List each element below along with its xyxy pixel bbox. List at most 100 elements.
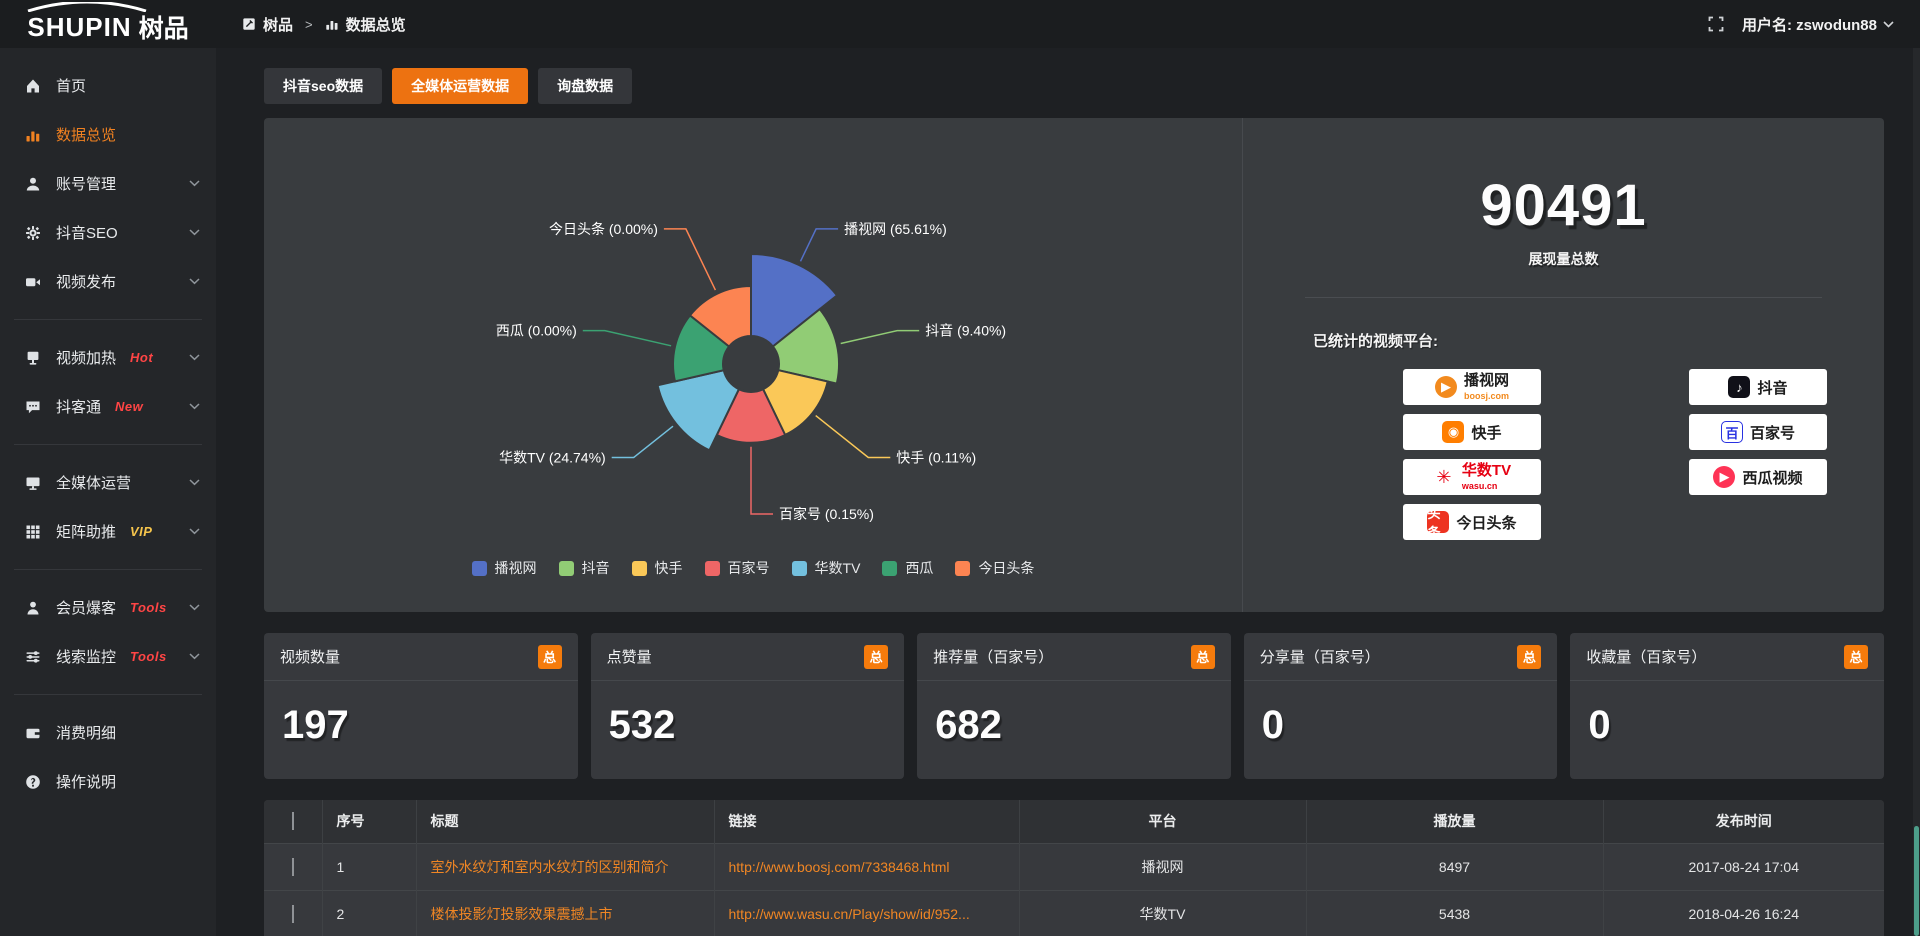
video-url-link[interactable]: http://www.wasu.cn/Play/show/id/952... xyxy=(728,905,970,922)
breadcrumb-item-1[interactable]: 数据总览 xyxy=(325,14,406,35)
row-checkbox[interactable] xyxy=(291,857,294,876)
column-header-1: 标题 xyxy=(415,800,714,843)
app-icon xyxy=(243,18,255,30)
sidebar-item-home[interactable]: 首页 xyxy=(0,61,216,110)
fullscreen-icon[interactable] xyxy=(1708,16,1724,32)
sidebar-item-instructions[interactable]: 操作说明 xyxy=(0,757,216,806)
sidebar-item-media-operation[interactable]: 全媒体运营 xyxy=(0,458,216,507)
legend-item-3[interactable]: 百家号 xyxy=(704,558,770,578)
username-label: 用户名: zswodun88 xyxy=(1741,16,1877,34)
pie-label-0: 播视网 (65.61%) xyxy=(844,221,947,237)
select-all-checkbox[interactable] xyxy=(291,812,294,831)
monitor-icon xyxy=(26,477,39,490)
legend-label: 西瓜 xyxy=(905,560,934,576)
pie-label-1: 抖音 (9.40%) xyxy=(925,323,1006,339)
brand-logo-cn: 树品 xyxy=(138,15,189,43)
legend-item-0[interactable]: 播视网 xyxy=(471,558,537,578)
platform-badge-boosj: ▶ 播视网 boosj.com xyxy=(1403,369,1541,405)
legend-item-6[interactable]: 今日头条 xyxy=(955,558,1034,578)
breadcrumb-item-0[interactable]: 树品 xyxy=(242,14,293,35)
sidebar-item-matrix-boost[interactable]: 矩阵助推 VIP xyxy=(0,507,216,556)
video-icon xyxy=(25,277,40,286)
legend-swatch xyxy=(558,560,574,576)
pie-label-line-0 xyxy=(799,228,839,262)
video-url-link[interactable]: http://www.boosj.com/7338468.html xyxy=(728,858,950,875)
cell-index: 2 xyxy=(321,889,416,936)
sidebar-item-data-overview[interactable]: 数据总览 xyxy=(0,110,216,159)
breadcrumb: 树品 > 数据总览 xyxy=(242,14,406,35)
heat-icon xyxy=(27,351,38,365)
pie-slice-4[interactable] xyxy=(656,369,741,452)
platform-sub: wasu.cn xyxy=(1461,480,1498,491)
brand-logo-text: SHUPIN xyxy=(27,12,132,42)
cell-platform: 播视网 xyxy=(1018,842,1306,890)
video-title-link[interactable]: 楼体投影灯投影效果震撼上市 xyxy=(430,905,613,922)
sidebar-item-video-publish[interactable]: 视频发布 xyxy=(0,257,216,306)
cell-time: 2018-04-26 16:24 xyxy=(1602,889,1884,936)
breadcrumb-label: 树品 xyxy=(263,16,294,34)
sidebar-item-label: 视频加热 xyxy=(56,350,117,367)
chart-icon xyxy=(26,131,39,141)
pie-label-line-1 xyxy=(840,329,920,345)
sidebar-item-account-manage[interactable]: 账号管理 xyxy=(0,159,216,208)
sidebar-item-douyin-seo[interactable]: 抖音SEO xyxy=(0,208,216,257)
chevron-down-icon xyxy=(189,528,200,535)
legend-swatch xyxy=(631,560,647,576)
legend-label: 百家号 xyxy=(727,560,770,576)
pie-label-5: 西瓜 (0.00%) xyxy=(496,323,577,339)
platform-badge-kuaishou: ◉ 快手 xyxy=(1403,414,1541,450)
breadcrumb-separator: > xyxy=(305,16,313,32)
cell-views: 8497 xyxy=(1305,842,1603,890)
chart-icon xyxy=(325,20,338,30)
scrollbar-thumb[interactable] xyxy=(1914,826,1919,936)
sidebar-item-clue-monitor[interactable]: 线索监控 Tools xyxy=(0,632,216,681)
chevron-down-icon xyxy=(189,604,200,611)
summary-section: 90491 展现量总数 已统计的视频平台: ▶ 播视网 boosj.com ♪ 抖音 ◉ 快… xyxy=(1242,118,1884,612)
row-checkbox[interactable] xyxy=(291,904,294,923)
chevron-down-icon xyxy=(189,278,200,285)
column-header-4: 播放量 xyxy=(1305,800,1603,843)
tab-1[interactable]: 全媒体运营数据 xyxy=(392,68,529,104)
sidebar-item-label: 抖客通 xyxy=(56,399,102,416)
sidebar-item-consumption-detail[interactable]: 消费明细 xyxy=(0,708,216,757)
brand-logo[interactable]: SHUPIN 树品 xyxy=(0,0,216,48)
table-header-row: 序号 标题 链接 平台 播放量 发布时间 xyxy=(264,800,1884,843)
chart-legend: 播视网 抖音 快手 百家号 华数TV 西瓜 今日头条 xyxy=(264,558,1242,578)
sidebar: 首页 数据总览 账号管理 抖音SEO 视频发布视频加热 Hot 抖客通 New 全媒体运营 矩阵助… xyxy=(0,48,216,936)
cell-index: 1 xyxy=(321,842,416,890)
legend-item-2[interactable]: 快手 xyxy=(631,558,683,578)
person-icon xyxy=(27,601,38,614)
pie-label-line-2 xyxy=(815,415,891,459)
tab-0[interactable]: 抖音seo数据 xyxy=(264,68,383,104)
column-header-2: 链接 xyxy=(713,800,1019,843)
pie-label-2: 快手 (0.11%) xyxy=(896,450,976,466)
pie-slice-6[interactable] xyxy=(688,284,752,348)
platform-share-pie-chart: 播视网 (65.61%) 抖音 (9.40%) 快手 (0.11%) 百家号 (0.1… xyxy=(264,118,1242,612)
platform-name: 快手 xyxy=(1471,424,1502,442)
sidebar-item-video-heat[interactable]: 视频加热 Hot xyxy=(0,333,216,382)
stat-card-label: 推荐量（百家号） xyxy=(933,649,1054,666)
pie-slice-1[interactable] xyxy=(771,307,840,385)
total-badge: 总 xyxy=(864,644,889,669)
chevron-down-icon xyxy=(189,180,200,187)
home-icon xyxy=(26,79,39,92)
cell-time: 2017-08-24 17:04 xyxy=(1602,842,1884,890)
sidebar-badge-new: New xyxy=(115,399,144,414)
pie-slice-0[interactable] xyxy=(750,252,839,348)
pie-chart-svg: 播视网 (65.61%) 抖音 (9.40%) 快手 (0.11%) 百家号 (0.1… xyxy=(496,221,1006,522)
legend-item-5[interactable]: 西瓜 xyxy=(882,558,933,578)
total-impressions-value: 90491 xyxy=(1480,173,1647,238)
legend-item-1[interactable]: 抖音 xyxy=(558,558,610,578)
chevron-down-icon xyxy=(189,653,200,660)
sidebar-item-member-baoke[interactable]: 会员爆客 Tools xyxy=(0,583,216,632)
video-title-link[interactable]: 室外水纹灯和室内水纹灯的区别和简介 xyxy=(430,858,669,875)
legend-label: 华数TV xyxy=(814,560,861,576)
xigua-logo: ▶ xyxy=(1713,466,1736,488)
stat-card-value: 197 xyxy=(282,703,349,747)
stat-cards-row: 视频数量 总 197 点赞量 总 532 推荐量（百家号） 总 682 分享量（… xyxy=(264,633,1884,779)
sidebar-item-douketong[interactable]: 抖客通 New xyxy=(0,382,216,431)
legend-label: 播视网 xyxy=(494,560,537,576)
legend-item-4[interactable]: 华数TV xyxy=(791,558,861,578)
tab-2[interactable]: 询盘数据 xyxy=(538,68,633,104)
username[interactable]: 用户名: zswodun88 xyxy=(1742,14,1894,35)
